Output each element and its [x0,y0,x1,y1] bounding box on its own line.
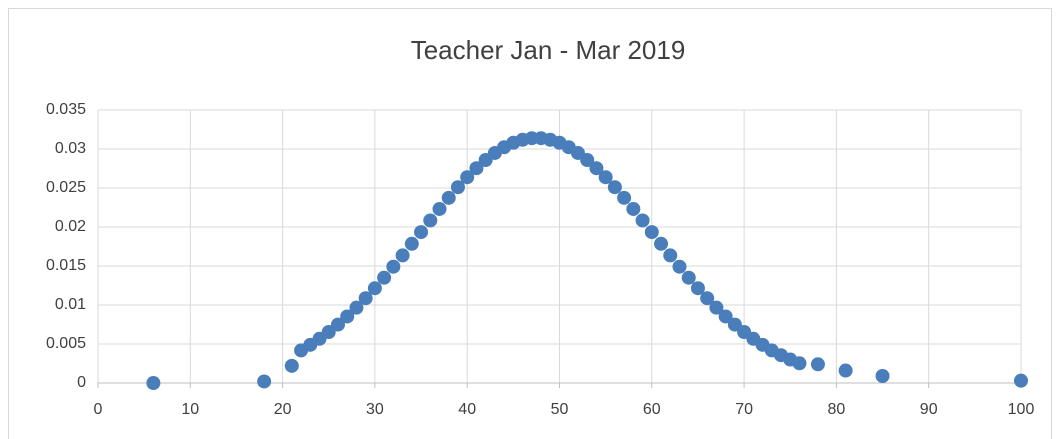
point [423,213,438,228]
point [386,259,401,274]
point [377,270,392,285]
x-tick-label: 60 [643,401,661,418]
point [654,236,669,251]
y-tick-label: 0.015 [46,257,86,274]
point [414,225,429,240]
point [635,213,650,228]
point [792,356,807,371]
point [598,170,613,185]
x-tick-label: 0 [94,401,103,418]
y-tick-label: 0.005 [46,335,86,352]
x-tick-label: 50 [551,401,569,418]
x-tick-label: 90 [920,401,938,418]
y-tick-label: 0.035 [46,101,86,118]
point [589,161,604,176]
chart-title: Teacher Jan - Mar 2019 [411,35,686,65]
point [460,170,475,185]
point [450,180,465,195]
point [330,317,345,332]
point [580,152,595,167]
x-tick-label: 70 [735,401,753,418]
point [395,248,410,263]
x-tick-label: 80 [828,401,846,418]
y-tick-label: 0.01 [55,296,86,313]
point [367,281,382,296]
point [718,309,733,324]
x-tick-label: 100 [1008,401,1035,418]
y-tick-label: 0.025 [46,179,86,196]
point [709,300,724,315]
point [358,291,373,306]
y-tick-label: 0 [77,374,86,391]
point [810,357,825,372]
point [617,190,632,205]
point [284,358,299,373]
point [663,248,678,263]
point [644,225,659,240]
point [349,300,364,315]
point [681,270,696,285]
point [838,363,853,378]
point [404,236,419,251]
chart-border [8,8,1052,439]
y-tick-label: 0.02 [55,218,86,235]
point [1014,373,1028,388]
point [690,281,705,296]
y-tick-label: 0.03 [55,140,86,157]
point [700,291,715,306]
point [432,201,447,216]
point [469,161,484,176]
point [441,190,456,205]
x-tick-label: 20 [274,401,292,418]
point [146,376,161,390]
x-tick-label: 40 [458,401,476,418]
point [672,259,687,274]
x-tick-label: 30 [366,401,384,418]
point [607,180,622,195]
point [340,309,355,324]
point [626,201,641,216]
x-tick-label: 10 [181,401,199,418]
point [257,374,272,389]
point [875,368,890,383]
